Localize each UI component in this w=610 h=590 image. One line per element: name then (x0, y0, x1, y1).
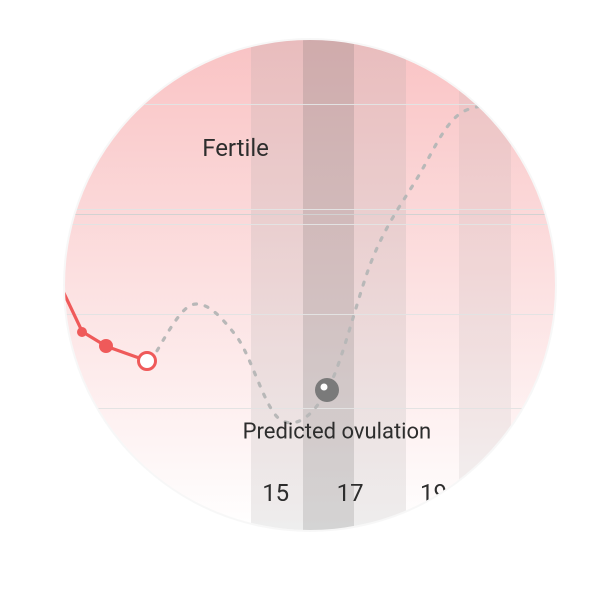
predicted-line (151, 79, 555, 423)
data-point-current (137, 351, 157, 371)
xaxis-tick: 19 (420, 479, 447, 507)
data-point (77, 327, 87, 337)
xaxis-tick: 15 (262, 479, 289, 507)
predicted-ovulation-label: Predicted ovulation (243, 420, 432, 445)
ovulation-marker (315, 378, 339, 402)
chart-lines (65, 40, 555, 530)
fertility-chart: Fertile Predicted ovulation 15 17 19 (65, 40, 555, 530)
fertile-label: Fertile (202, 134, 269, 162)
data-point (99, 339, 113, 353)
xaxis-tick: 17 (337, 479, 364, 507)
ovulation-marker-highlight (320, 383, 327, 390)
